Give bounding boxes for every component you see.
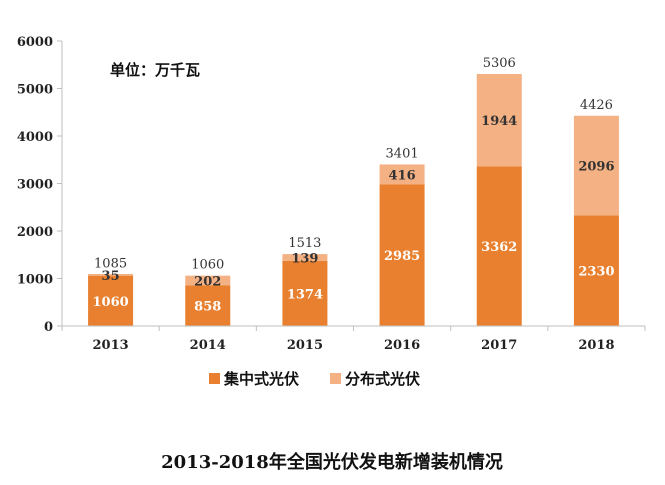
data-label-distributed: 202 xyxy=(194,274,221,289)
data-label-centralized: 2985 xyxy=(384,249,420,264)
bar-centralized-2015 xyxy=(282,260,328,326)
y-tick-label: 3000 xyxy=(17,178,53,193)
total-label: 1085 xyxy=(94,256,127,271)
data-label-centralized: 2330 xyxy=(578,265,614,280)
y-tick-label: 6000 xyxy=(17,35,53,50)
legend-label: 分布式光伏 xyxy=(345,370,420,388)
bar-centralized-2018 xyxy=(573,215,619,326)
unit-label: 单位：万千瓦 xyxy=(110,61,200,79)
data-label-centralized: 1060 xyxy=(92,295,128,310)
bar-distributed-2015 xyxy=(282,254,328,261)
x-tick-label: 2014 xyxy=(190,338,226,353)
bar-centralized-2013 xyxy=(88,275,134,326)
total-label: 1060 xyxy=(191,258,224,273)
data-label-centralized: 1374 xyxy=(287,287,323,302)
legend-item-centralized: 集中式光伏 xyxy=(209,370,299,388)
x-tick-label: 2016 xyxy=(384,338,420,353)
y-axis: 0 1000 2000 3000 4000 5000 6000 xyxy=(17,35,63,335)
bar-centralized-2014 xyxy=(185,285,231,326)
y-tick-label: 1000 xyxy=(17,273,53,288)
y-tick-label: 2000 xyxy=(17,225,53,240)
data-label-distributed: 139 xyxy=(291,251,318,266)
bar-distributed-2017 xyxy=(476,73,522,167)
total-label: 1513 xyxy=(288,236,321,251)
x-tick-label: 2018 xyxy=(578,338,614,353)
data-label-distributed: 1944 xyxy=(481,114,517,129)
bar-centralized-2017 xyxy=(476,166,522,326)
data-label-centralized: 858 xyxy=(194,300,221,315)
legend: 集中式光伏 分布式光伏 xyxy=(209,370,420,388)
data-label-distributed: 35 xyxy=(102,269,120,284)
bar-centralized-2016 xyxy=(379,184,425,326)
x-tick-label: 2015 xyxy=(287,338,323,353)
legend-swatch xyxy=(209,373,220,384)
y-tick-label: 5000 xyxy=(17,83,53,98)
total-label: 5306 xyxy=(483,56,516,71)
chart-caption: 2013-2018年全国光伏发电新增装机情况 xyxy=(161,451,503,473)
bar-distributed-2018 xyxy=(573,115,619,216)
total-label: 4426 xyxy=(580,98,613,113)
legend-label: 集中式光伏 xyxy=(223,370,299,388)
x-axis: 2013 2014 2015 2016 2017 2018 xyxy=(61,325,646,353)
bar-distributed-2014 xyxy=(185,275,231,286)
x-tick-label: 2017 xyxy=(481,338,517,353)
legend-swatch xyxy=(330,373,341,384)
legend-item-distributed: 分布式光伏 xyxy=(330,370,420,388)
y-tick-label: 4000 xyxy=(17,130,53,145)
y-tick-label: 0 xyxy=(44,320,53,335)
bars: 1060351085858202106013741391513298541634… xyxy=(88,56,619,326)
x-tick-label: 2013 xyxy=(92,338,128,353)
data-label-distributed: 2096 xyxy=(578,160,614,175)
bar-distributed-2016 xyxy=(379,164,425,185)
data-label-centralized: 3362 xyxy=(481,240,517,255)
data-label-distributed: 416 xyxy=(389,168,416,183)
total-label: 3401 xyxy=(386,146,419,161)
bar-distributed-2013 xyxy=(88,273,134,276)
